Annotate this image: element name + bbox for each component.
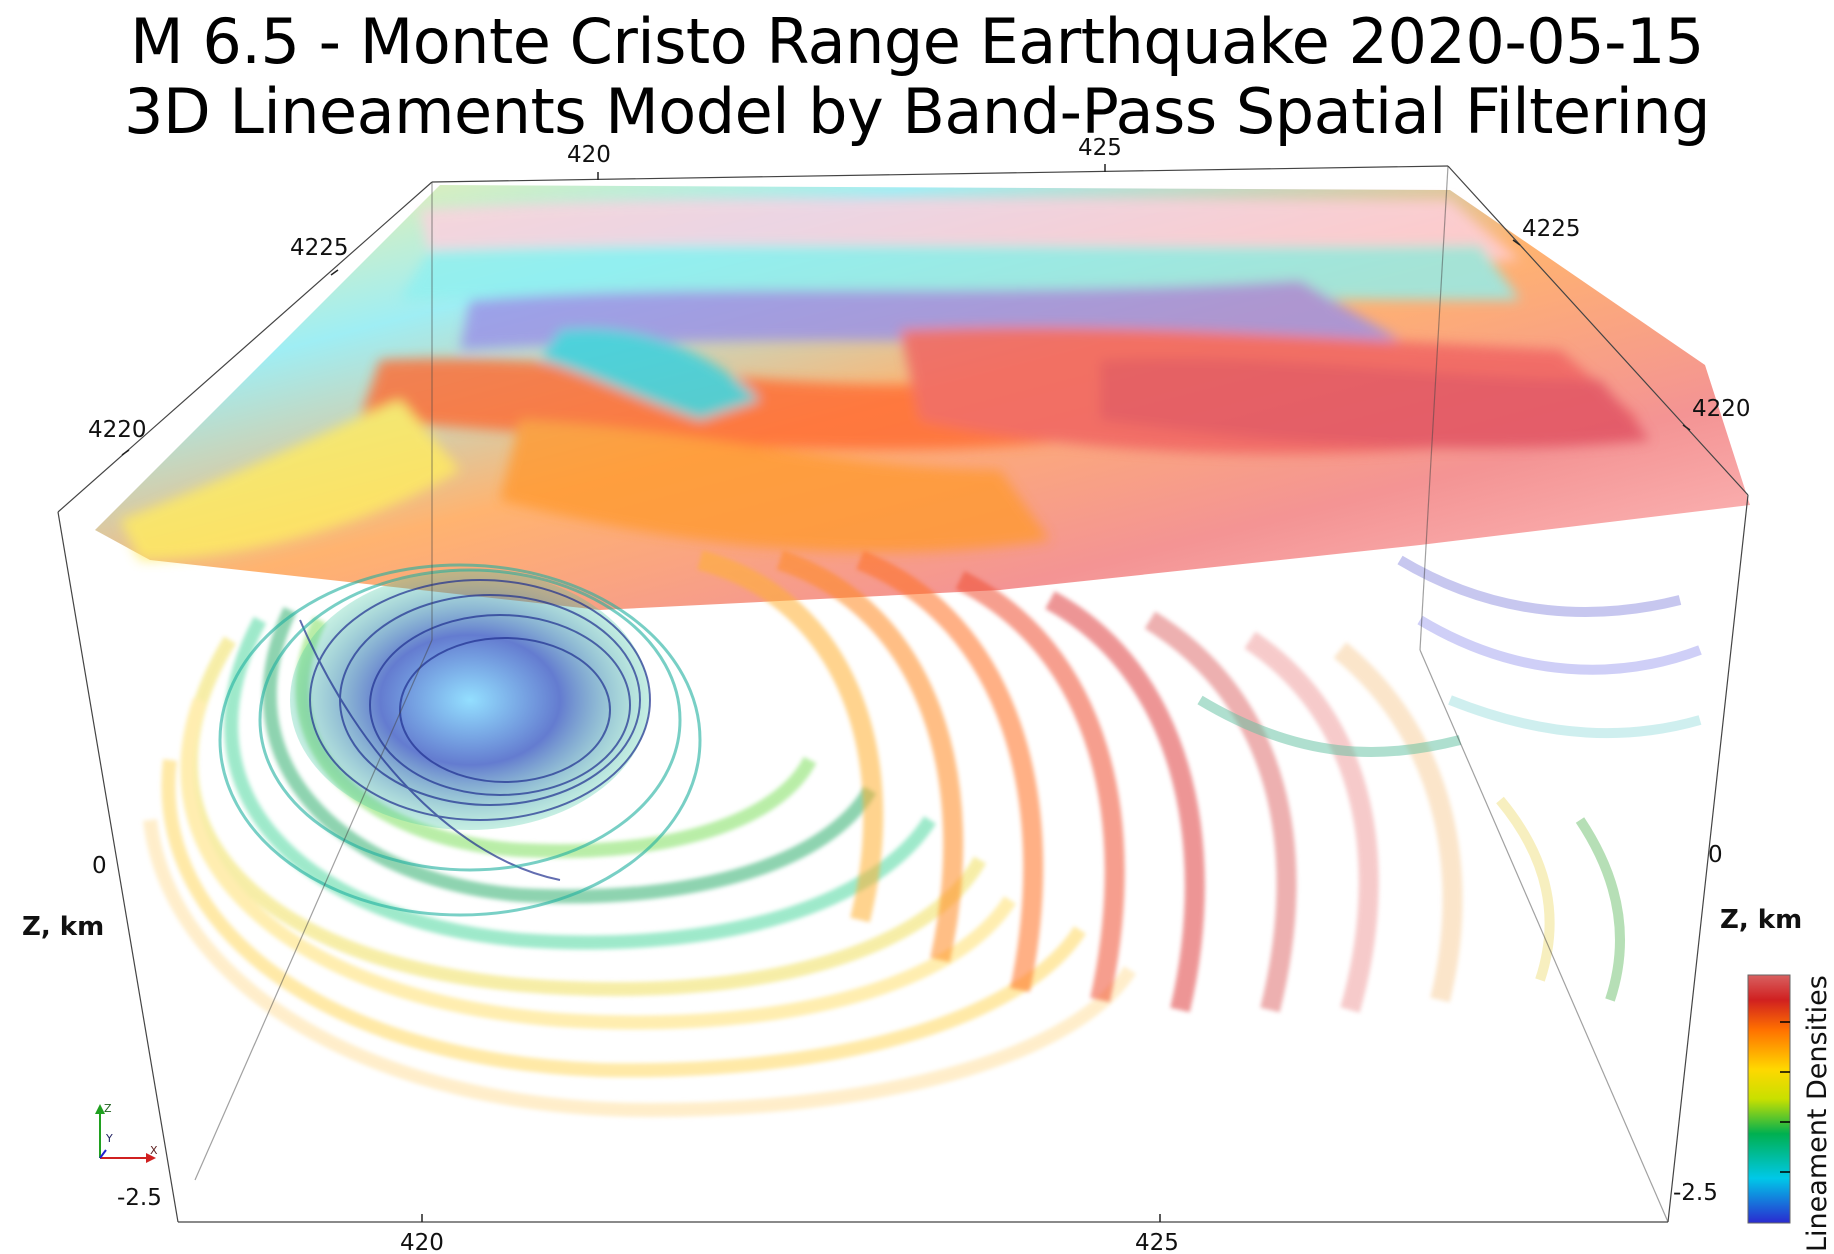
terrain-surface	[95, 185, 1750, 610]
triad-x-label: X	[150, 1144, 158, 1157]
left-z-tick-0: 0	[92, 853, 107, 879]
figure-title-line1: M 6.5 - Monte Cristo Range Earthquake 20…	[130, 5, 1704, 78]
right-z-tick-0: 0	[1708, 842, 1723, 868]
bottom-x-tick-420: 420	[400, 1230, 444, 1254]
z-axis-label-right: Z, km	[1720, 905, 1802, 935]
top-x-tick-420: 420	[567, 142, 611, 168]
right-y-tick-4220: 4220	[1692, 396, 1751, 422]
bounding-box	[57, 165, 1749, 1223]
triad-z-label: Z	[104, 1102, 112, 1115]
right-y-tick-4225: 4225	[1522, 216, 1581, 242]
right-z-tick-minus2.5: -2.5	[1673, 1180, 1718, 1206]
left-z-tick-minus2.5: -2.5	[117, 1185, 162, 1211]
bottom-x-tick-425: 425	[1135, 1230, 1179, 1254]
colorbar: Lineament Densities	[1747, 974, 1833, 1252]
left-y-tick-4220: 4220	[88, 417, 147, 443]
z-axis-label-left: Z, km	[22, 912, 104, 942]
figure-title-line2: 3D Lineaments Model by Band-Pass Spatial…	[124, 75, 1710, 148]
axis-ticks	[121, 164, 1691, 1222]
lineament-volume	[143, 550, 1702, 1118]
triad-y-label: Y	[105, 1132, 113, 1145]
colorbar-label: Lineament Densities	[1802, 975, 1833, 1252]
left-y-tick-4225: 4225	[290, 235, 349, 261]
top-x-tick-425: 425	[1078, 135, 1122, 161]
orientation-triad[interactable]: Z Y X	[95, 1102, 158, 1163]
